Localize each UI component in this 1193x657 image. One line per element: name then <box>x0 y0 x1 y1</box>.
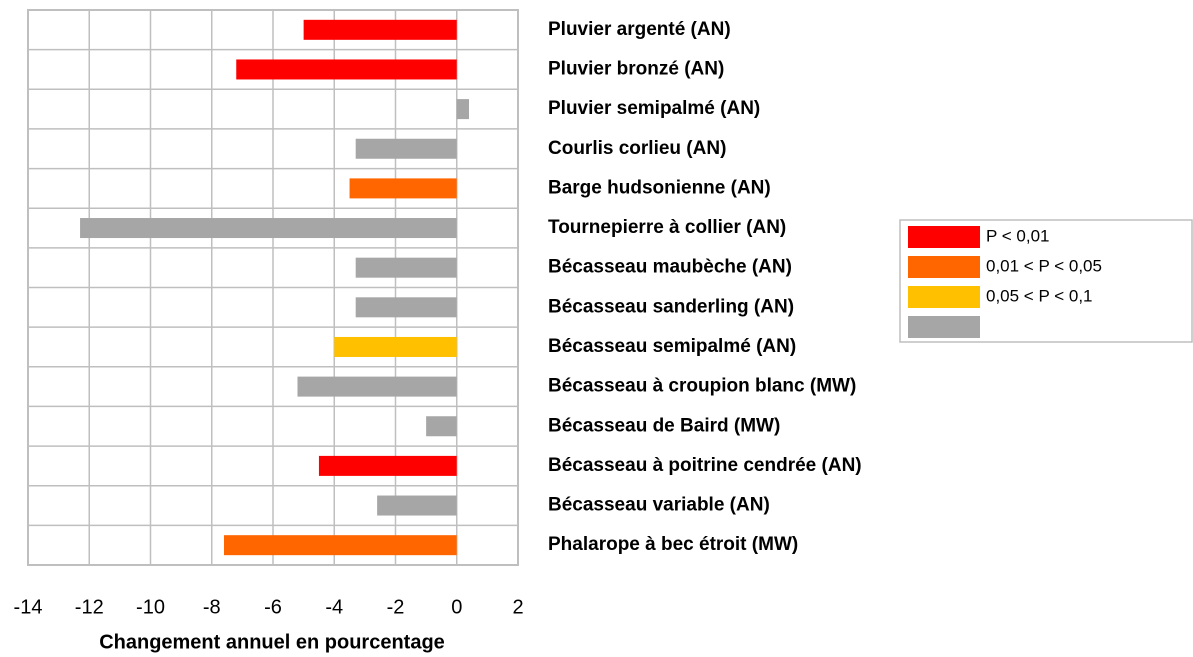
bar <box>377 495 457 516</box>
bar <box>349 178 457 199</box>
category-label: Pluvier semipalmé (AN) <box>548 98 760 119</box>
legend-swatch <box>908 316 980 338</box>
category-label: Bécasseau maubèche (AN) <box>548 257 792 278</box>
bar <box>355 257 457 278</box>
x-tick-label: -12 <box>75 596 104 618</box>
legend-label: 0,01 < P < 0,05 <box>986 256 1102 275</box>
bar <box>334 336 457 357</box>
x-axis-title: Changement annuel en pourcentage <box>99 631 445 653</box>
category-label: Bécasseau de Baird (MW) <box>548 415 780 436</box>
category-label: Tournepierre à collier (AN) <box>548 217 786 238</box>
category-label: Bécasseau variable (AN) <box>548 495 770 516</box>
x-tick-label: 2 <box>512 596 523 618</box>
bar <box>355 138 457 159</box>
bar <box>236 59 457 80</box>
bar <box>355 297 457 318</box>
bar <box>318 455 457 476</box>
x-tick-label: -2 <box>387 596 405 618</box>
category-label: Phalarope à bec étroit (MW) <box>548 534 798 555</box>
category-label: Pluvier bronzé (AN) <box>548 58 724 79</box>
bar <box>224 535 457 556</box>
category-label: Bécasseau à croupion blanc (MW) <box>548 376 856 397</box>
legend-swatch <box>908 256 980 278</box>
bar <box>303 19 457 40</box>
x-tick-label: -14 <box>14 596 43 618</box>
category-label: Courlis corlieu (AN) <box>548 138 726 159</box>
x-tick-label: -10 <box>136 596 165 618</box>
legend-swatch <box>908 286 980 308</box>
category-label: Pluvier argenté (AN) <box>548 19 731 40</box>
bar <box>456 99 469 120</box>
category-label: Bécasseau sanderling (AN) <box>548 296 794 317</box>
legend-swatch <box>908 226 980 248</box>
x-tick-label: -6 <box>264 596 282 618</box>
category-label: Bécasseau semipalmé (AN) <box>548 336 796 357</box>
category-label: Bécasseau à poitrine cendrée (AN) <box>548 455 862 476</box>
x-tick-label: -8 <box>203 596 221 618</box>
bar <box>297 376 457 397</box>
legend-label: P < 0,01 <box>986 226 1050 245</box>
bar <box>426 416 457 437</box>
x-tick-label: -4 <box>325 596 343 618</box>
category-label: Barge hudsonienne (AN) <box>548 177 771 198</box>
bar <box>80 218 457 239</box>
legend-label: 0,05 < P < 0,1 <box>986 286 1093 305</box>
x-tick-label: 0 <box>451 596 462 618</box>
plot-border <box>27 9 519 566</box>
